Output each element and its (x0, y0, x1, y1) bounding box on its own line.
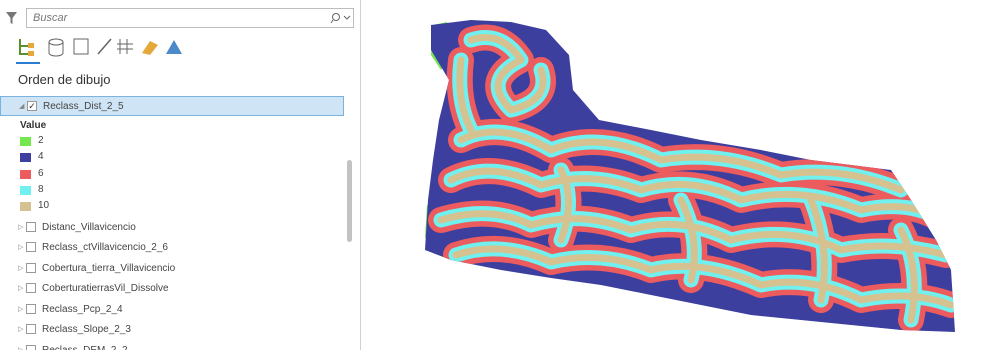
filter-icon[interactable] (4, 10, 20, 26)
legend-title: Value (20, 120, 47, 131)
layer-row[interactable]: ▷ Distanc_Villavicencio (0, 218, 344, 238)
expand-arrow[interactable]: ▷ (18, 285, 24, 292)
visibility-checkbox[interactable] (26, 283, 36, 293)
contents-pane: Buscar Orden de dibujo ◢ ✓ Reclass_Dist_2_… (0, 0, 361, 350)
search-box[interactable]: Buscar (26, 8, 354, 28)
expand-arrow[interactable]: ▷ (18, 264, 24, 272)
legend-label: 10 (38, 200, 50, 212)
visibility-checkbox[interactable] (26, 221, 36, 232)
layer-name: Reclass_ctVillavicencio_2_6 (42, 242, 168, 253)
legend-swatch (20, 185, 31, 195)
list-by-selection[interactable] (73, 38, 89, 55)
layer-name: Distanc_Villavicencio (42, 221, 136, 233)
layer-name: Reclass_Pcp_2_4 (42, 303, 123, 315)
visibility-checkbox[interactable] (26, 303, 36, 314)
layer-row[interactable]: ▷ Reclass_Pcp_2_4 (0, 300, 344, 320)
layer-row[interactable]: ▷ CoberturatierrasVil_Dissolve (0, 279, 344, 299)
visibility-checkbox[interactable] (26, 242, 36, 252)
layer-row[interactable]: ◢ ✓ Reclass_Dist_2_5 (0, 96, 344, 116)
list-by-editing[interactable] (97, 38, 112, 55)
list-by-labeling[interactable] (142, 41, 158, 55)
layer-name: Reclass_DEM_2_2 (42, 344, 128, 350)
visibility-checkbox[interactable] (26, 324, 36, 334)
expand-arrow[interactable]: ▷ (18, 244, 24, 251)
legend-swatch (20, 169, 31, 179)
legend-swatch (20, 202, 31, 212)
legend-label: 6 (38, 167, 44, 179)
legend-swatch (20, 137, 31, 146)
toolbar (16, 38, 182, 64)
layer-row[interactable]: ▷ Reclass_ctVillavicencio_2_6 (0, 238, 344, 258)
layer-row[interactable]: ▷ Reclass_DEM_2_2 (0, 341, 344, 350)
visibility-checkbox[interactable] (26, 262, 36, 273)
visibility-checkbox[interactable] (26, 344, 36, 350)
layer-name: Reclass_Slope_2_3 (42, 324, 131, 335)
visibility-checkbox[interactable]: ✓ (27, 101, 37, 111)
scrollbar-thumb[interactable] (347, 160, 352, 242)
raster-layer (425, 20, 955, 332)
list-by-perspective[interactable] (166, 40, 182, 54)
legend-label: 4 (38, 151, 44, 163)
layer-name: Reclass_Dist_2_5 (43, 101, 124, 112)
list-by-source[interactable] (48, 38, 64, 57)
expand-arrow[interactable]: ▷ (18, 346, 24, 350)
expand-arrow[interactable]: ▷ (18, 223, 24, 231)
layer-row[interactable]: ▷ Reclass_Slope_2_3 (0, 320, 344, 340)
layer-name: CoberturatierrasVil_Dissolve (42, 283, 169, 294)
pane-title: Orden de dibujo (18, 72, 111, 87)
expand-arrow[interactable]: ▷ (18, 305, 24, 313)
list-by-drawing-order[interactable] (19, 39, 34, 56)
expand-arrow[interactable]: ◢ (19, 103, 25, 110)
search-icon[interactable] (330, 11, 352, 25)
list-by-snapping[interactable] (117, 39, 133, 54)
expand-arrow[interactable]: ▷ (18, 326, 24, 333)
layer-name: Cobertura_tierra_Villavicencio (42, 262, 176, 274)
map-view (425, 20, 955, 332)
layer-row[interactable]: ▷ Cobertura_tierra_Villavicencio (0, 259, 344, 279)
legend-label: 8 (38, 183, 44, 195)
legend-label: 2 (38, 135, 44, 146)
legend-swatch (20, 153, 31, 163)
